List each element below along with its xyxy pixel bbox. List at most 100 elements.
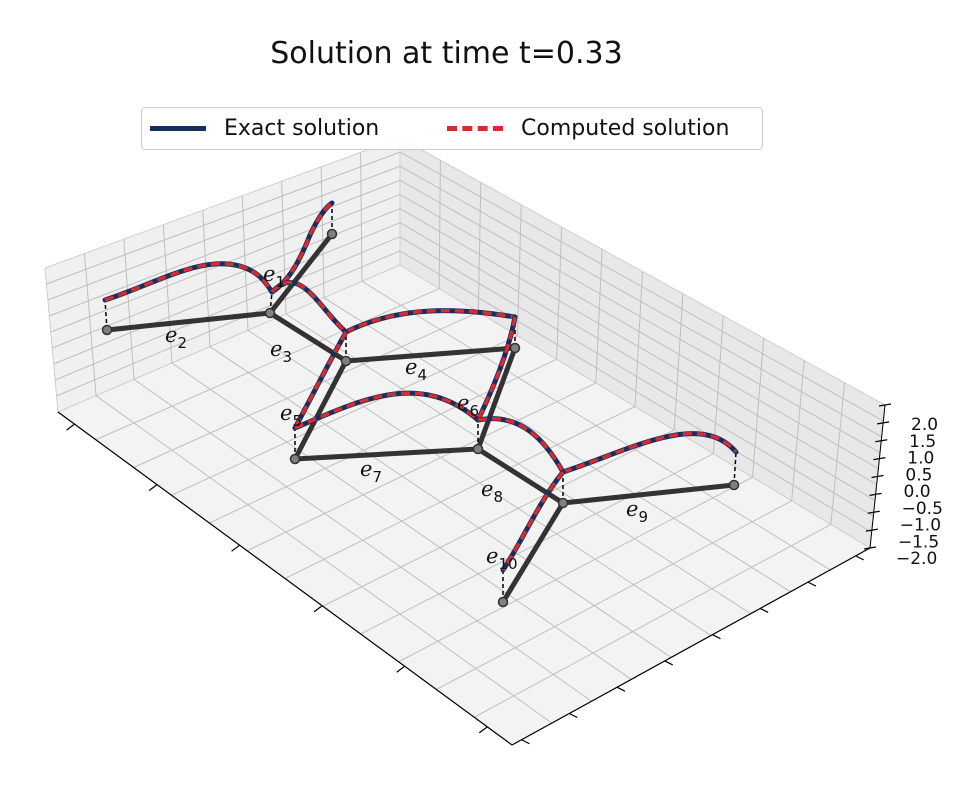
z-axis: 2.01.51.00.50.0−0.5−1.0−1.5−2.0: [863, 403, 943, 569]
y-tick: [712, 634, 721, 640]
grid-line: [47, 165, 401, 301]
z-tick-label: −2.0: [896, 549, 937, 569]
z-tick-label: −1.0: [900, 516, 941, 536]
graph-nodes: [101, 228, 740, 608]
x-tick: [231, 544, 240, 552]
solution-curves: [102, 200, 739, 573]
edge-label-subscript: 1: [275, 273, 285, 291]
exact-solution-curve: [475, 416, 566, 475]
z-tick-label: 2.0: [911, 415, 938, 435]
graph-edge: [292, 358, 349, 462]
grid-line: [52, 208, 401, 349]
grid-line: [360, 152, 363, 282]
edge-label-subscript: 8: [493, 488, 503, 506]
y-tick: [521, 739, 530, 745]
computed-solution-curve: [104, 261, 274, 302]
x-tick: [313, 605, 323, 613]
grid-line: [595, 249, 603, 383]
grid-line: [361, 280, 831, 571]
y-tick: [616, 686, 626, 692]
chart-title: Solution at time t=0.33: [270, 36, 623, 71]
graph-edge: [500, 500, 566, 605]
graph-node: [101, 324, 113, 336]
grid-line: [46, 151, 401, 285]
x-tick: [148, 484, 158, 492]
grid-line: [320, 166, 325, 298]
graph-node: [472, 443, 484, 455]
legend-item-computed: Computed solution: [447, 108, 729, 148]
grid-line: [162, 224, 173, 364]
grid-line: [398, 476, 753, 663]
graph-edge: [343, 345, 518, 364]
z-tick: [877, 421, 890, 425]
graph-node: [728, 479, 740, 491]
grid-line: [171, 335, 518, 496]
z-tick-label: 1.0: [907, 449, 934, 469]
grid-line: [284, 406, 636, 579]
z-tick: [867, 510, 880, 514]
stems: [104, 203, 737, 602]
y-tick: [855, 555, 864, 561]
grid-line: [83, 253, 97, 396]
x-tick: [66, 423, 75, 431]
graph-node: [264, 307, 276, 319]
z-tick-label: −0.5: [902, 499, 943, 519]
computed-solution-curve: [270, 280, 348, 334]
edge-label-subscript: 10: [498, 555, 517, 573]
x-tick: [478, 726, 488, 734]
grid-line: [246, 382, 597, 552]
computed-solution-curve: [294, 391, 480, 430]
z-tick: [869, 492, 882, 496]
grid-line: [634, 271, 643, 407]
grid-line: [477, 182, 482, 313]
z-tick: [871, 474, 884, 479]
grid-line: [241, 195, 249, 331]
grid-line: [517, 204, 522, 336]
floor-axis-ticks: [57, 411, 871, 746]
y-tick: [664, 660, 674, 666]
grid-line: [285, 313, 751, 615]
edge-label-subscript: 6: [469, 402, 479, 420]
grid-line: [436, 500, 792, 690]
grid-line: [791, 360, 805, 501]
grid-line: [673, 293, 684, 431]
legend-line-computed: [447, 125, 503, 131]
y-tick: [569, 712, 578, 719]
y-tick: [807, 581, 817, 587]
graph-node: [497, 596, 509, 608]
node-stem: [733, 451, 737, 486]
z-tick-label: 0.5: [905, 465, 932, 485]
edge-label-subscript: 5: [292, 412, 302, 430]
grid-line: [323, 297, 791, 593]
grid-line: [123, 239, 135, 380]
grid-line: [133, 378, 592, 702]
grid-line: [95, 395, 553, 724]
computed-solution-curve: [271, 201, 334, 294]
z-tick: [878, 403, 892, 407]
legend-line-exact: [150, 125, 206, 131]
graph-node: [557, 497, 569, 509]
edge-label-subscript: 3: [282, 348, 292, 366]
computed-solution-curve: [293, 331, 348, 429]
z-tick-label: −1.5: [898, 532, 939, 552]
computed-solution-curve: [501, 470, 565, 571]
legend: Exact solution Computed solution: [141, 107, 763, 150]
graph-edge: [560, 482, 737, 506]
legend-label-exact: Exact solution: [224, 115, 380, 141]
edge-label-subscript: 2: [177, 334, 187, 352]
graph-edge: [292, 446, 481, 462]
edge-label-subscript: 4: [417, 366, 427, 384]
y-tick: [759, 607, 769, 613]
computed-solution-curve: [476, 316, 517, 421]
computed-solution-curve: [562, 431, 738, 474]
grid-line: [438, 160, 441, 289]
z-tick-label: 1.5: [909, 432, 936, 452]
grid-line: [752, 338, 765, 478]
grid-line: [95, 288, 440, 441]
y-axis-line: [511, 547, 871, 746]
z-tick: [865, 528, 878, 532]
z-tick-label: 0.0: [904, 482, 931, 502]
graph-node: [289, 453, 301, 465]
grid-line: [56, 250, 401, 397]
legend-item-exact: Exact solution: [150, 108, 379, 148]
